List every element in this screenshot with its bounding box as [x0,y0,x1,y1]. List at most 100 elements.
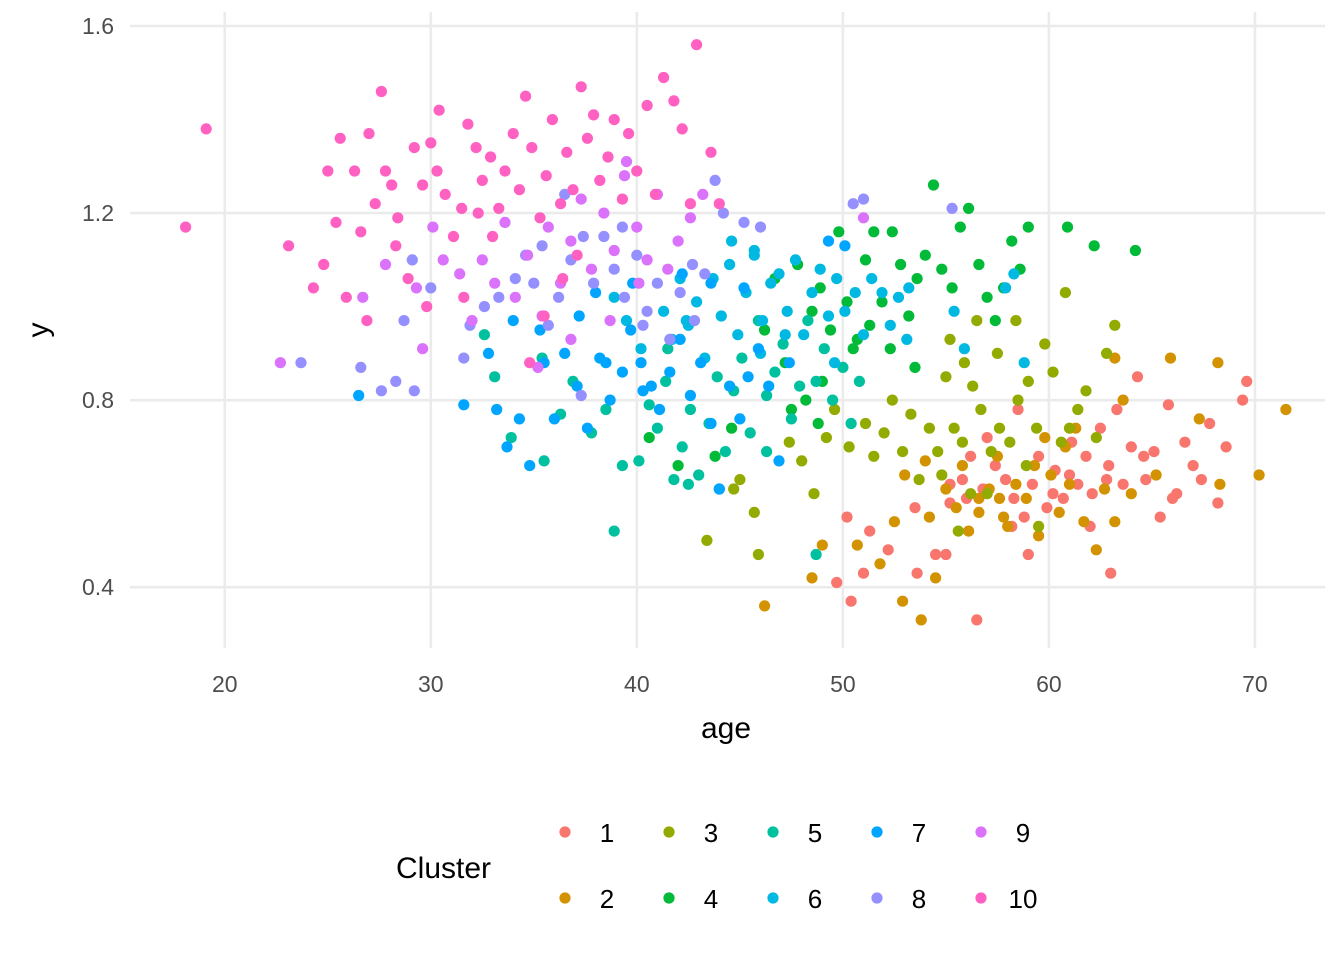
point-cluster-3 [701,534,713,547]
point-cluster-2 [950,502,962,514]
point-cluster-4 [884,343,896,355]
point-cluster-10 [684,198,697,210]
point-cluster-9 [618,170,631,182]
point-cluster-8 [509,273,521,285]
x-tick-label: 70 [1242,671,1268,697]
point-cluster-1 [930,548,942,561]
point-cluster-1 [909,502,921,514]
point-cluster-1 [940,548,952,561]
point-cluster-4 [1129,244,1141,257]
point-cluster-10 [349,165,361,177]
point-cluster-1 [841,511,853,523]
point-cluster-10 [318,258,330,271]
point-cluster-1 [1105,567,1117,579]
y-tick-label: 0.4 [82,574,114,600]
legend-item-6: 6 [767,884,822,914]
point-cluster-7 [783,357,795,369]
point-cluster-6 [849,287,861,299]
legend-label: 7 [912,818,926,848]
point-cluster-10 [433,104,445,116]
point-cluster-4 [643,432,655,444]
point-cluster-2 [1002,520,1014,533]
point-cluster-7 [616,366,629,378]
point-cluster-10 [402,273,414,285]
point-cluster-2 [1109,516,1121,528]
point-cluster-3 [991,347,1004,359]
point-cluster-6 [876,287,888,299]
point-cluster-10 [421,301,433,313]
point-cluster-6 [798,329,810,341]
y-axis-ticks: 0.4 0.8 1.2 1.6 [82,13,114,600]
point-cluster-7 [571,380,583,392]
point-cluster-6 [814,263,826,275]
point-cluster-4 [1088,240,1100,252]
legend-item-8: 8 [871,884,926,914]
x-axis-ticks: 20 30 40 50 60 70 [212,671,1268,697]
point-cluster-5 [827,394,839,406]
point-cluster-5 [693,469,705,481]
point-cluster-10 [499,165,511,177]
point-cluster-8 [559,188,571,200]
point-cluster-3 [868,450,880,462]
point-cluster-1 [1000,474,1012,486]
point-cluster-2 [816,539,828,551]
point-cluster-1 [989,460,1001,472]
point-cluster-10 [534,212,546,224]
point-cluster-10 [641,99,653,112]
point-cluster-8 [575,389,587,402]
point-cluster-3 [985,446,997,458]
point-cluster-3 [1063,422,1076,434]
point-cluster-2 [806,572,818,584]
point-cluster-8 [738,216,750,228]
point-cluster-3 [1012,394,1024,406]
point-cluster-1 [882,544,894,556]
point-cluster-10 [439,188,451,200]
point-cluster-9 [454,268,466,280]
point-cluster-3 [734,474,746,486]
point-cluster-5 [777,338,789,350]
point-cluster-6 [948,305,960,317]
point-cluster-1 [1138,450,1150,462]
point-cluster-3 [923,422,936,434]
point-cluster-9 [379,258,392,271]
point-cluster-8 [686,258,699,271]
point-cluster-10 [458,291,470,303]
point-cluster-2 [1045,469,1057,481]
series-3 [701,287,1121,561]
grid-lines [130,12,1325,648]
point-cluster-2 [1109,352,1121,364]
point-cluster-7 [839,240,851,252]
x-tick-label: 40 [624,671,650,697]
point-cluster-6 [620,315,633,327]
x-tick-label: 20 [212,671,238,697]
legend-key [975,892,987,904]
legend-key [871,892,883,904]
point-cluster-10 [307,282,319,294]
point-cluster-1 [956,474,969,486]
point-cluster-8 [425,282,437,294]
point-cluster-8 [709,174,721,186]
point-cluster-2 [973,506,985,518]
point-cluster-3 [940,371,952,383]
point-cluster-3 [796,455,808,467]
point-cluster-7 [705,277,717,289]
point-cluster-4 [1061,221,1074,233]
point-cluster-9 [499,216,511,228]
point-cluster-5 [608,525,620,537]
point-cluster-8 [847,198,859,210]
point-cluster-9 [620,156,633,168]
point-cluster-3 [783,436,795,448]
point-cluster-5 [668,474,680,486]
point-cluster-1 [1204,417,1216,430]
point-cluster-10 [571,249,583,261]
series-8 [295,174,958,402]
point-cluster-2 [1020,492,1032,504]
point-cluster-6 [765,277,777,289]
point-cluster-3 [752,548,765,561]
point-cluster-10 [546,114,559,126]
legend-label: 1 [600,818,614,848]
point-cluster-1 [911,567,923,579]
point-cluster-9 [532,361,544,373]
point-cluster-9 [585,263,598,275]
point-cluster-1 [981,432,993,444]
